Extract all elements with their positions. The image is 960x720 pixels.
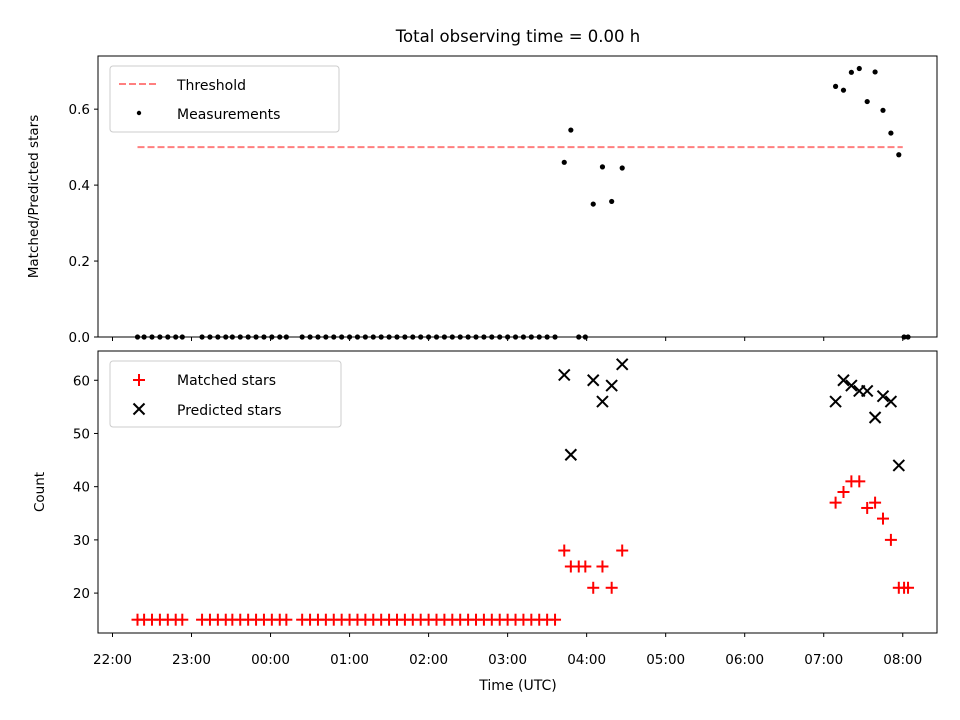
predicted-stars-point <box>884 395 898 408</box>
y-tick-label-count: 60 <box>73 373 90 389</box>
matched-stars-point <box>605 581 618 594</box>
matched-stars-point <box>579 560 592 573</box>
y-axis-label-ratio: Matched/Predicted stars <box>26 115 42 278</box>
chart-title: Total observing time = 0.00 h <box>395 27 640 46</box>
x-tick-label: 06:00 <box>725 652 764 668</box>
measurement-point <box>880 107 886 113</box>
y-axis-count: 20 30 40 50 60 <box>73 373 98 602</box>
legend-box-ratio <box>109 65 340 133</box>
measurement-point <box>609 198 615 205</box>
matched-stars-point <box>280 613 293 626</box>
y-tick-label-ratio: 0.2 <box>69 254 90 270</box>
y-tick-label-count: 40 <box>73 480 90 496</box>
measurement-point <box>872 69 878 75</box>
measurement-point <box>896 152 902 158</box>
x-axis-ticks-top-panel <box>111 337 904 341</box>
matched-stars-point <box>869 496 882 509</box>
predicted-stars-point <box>605 379 618 392</box>
plot-frame-count <box>97 350 938 634</box>
matched-stars-point <box>549 613 562 626</box>
legend-predicted-label: Predicted stars <box>177 403 282 419</box>
measurement-point <box>864 98 870 105</box>
matched-stars-series <box>131 475 915 626</box>
y-tick-label-count: 30 <box>73 533 90 549</box>
legend-ratio: Threshold Measurements <box>109 65 340 133</box>
x-tick-label: 08:00 <box>883 652 922 668</box>
x-tick-label: 01:00 <box>330 652 369 668</box>
measurement-point <box>888 130 894 136</box>
matched-stars-point <box>829 496 842 509</box>
legend-matched-swatch <box>133 374 145 386</box>
x-axis-label: Time (UTC) <box>478 678 556 694</box>
matched-stars-point <box>853 475 866 488</box>
measurement-point <box>568 127 574 133</box>
legend-threshold-label: Threshold <box>176 78 246 94</box>
legend-measurements-swatch <box>136 110 142 116</box>
x-tick-label: 00:00 <box>251 652 290 668</box>
matched-stars-point <box>596 560 609 573</box>
predicted-stars-point <box>868 411 882 424</box>
legend-predicted-marker <box>132 402 146 416</box>
legend-measurements-label: Measurements <box>177 107 280 123</box>
measurement-point <box>590 201 596 207</box>
legend-count: Matched stars Predicted stars <box>109 360 342 428</box>
ratio-panel: Total observing time = 0.00 h Matched/Pr… <box>26 27 938 346</box>
measurement-point <box>848 69 854 75</box>
predicted-stars-point <box>587 374 600 387</box>
x-tick-label: 05:00 <box>646 652 685 668</box>
measurement-point <box>619 165 625 171</box>
predicted-stars-point <box>616 358 629 371</box>
measurement-point <box>561 159 567 165</box>
matched-stars-point <box>876 512 889 525</box>
legend-matched-label: Matched stars <box>177 373 276 389</box>
matched-stars-point <box>176 613 189 626</box>
legend-predicted-swatch <box>132 402 146 416</box>
y-tick-label-ratio: 0.6 <box>69 102 90 118</box>
y-axis-label-count: Count <box>32 472 48 512</box>
measurement-point <box>856 65 862 72</box>
x-tick-label: 04:00 <box>567 652 606 668</box>
x-tick-label: 07:00 <box>804 652 843 668</box>
x-tick-label: 02:00 <box>409 652 448 668</box>
predicted-stars-point <box>845 379 858 392</box>
predicted-stars-point <box>860 384 874 398</box>
matched-stars-point <box>884 533 897 546</box>
y-axis-ratio: 0.0 0.2 0.4 0.6 <box>69 102 98 346</box>
predicted-stars-point <box>564 448 578 461</box>
y-tick-label-count: 50 <box>73 426 90 442</box>
x-axis-time: 22:00 23:00 00:00 01:00 02:00 03:00 04:00 05:00… <box>93 633 922 668</box>
predicted-stars-point <box>876 390 890 403</box>
matched-stars-point <box>902 581 915 594</box>
legend-box-count <box>109 360 342 428</box>
predicted-stars-series <box>558 358 906 472</box>
plot-frame-ratio <box>97 55 938 338</box>
predicted-stars-point <box>596 395 609 408</box>
matched-stars-point <box>616 544 629 557</box>
y-tick-label-ratio: 0.0 <box>69 330 90 346</box>
measurement-point <box>832 83 839 89</box>
predicted-stars-point <box>892 459 906 472</box>
y-tick-label-ratio: 0.4 <box>69 178 90 194</box>
x-tick-label: 23:00 <box>172 652 211 668</box>
matched-stars-point <box>861 501 874 514</box>
y-tick-label-count: 20 <box>73 586 90 602</box>
x-tick-label: 03:00 <box>488 652 527 668</box>
predicted-stars-point <box>558 368 571 382</box>
predicted-stars-point <box>829 395 842 408</box>
matched-stars-point <box>587 581 600 594</box>
measurement-point <box>599 164 606 170</box>
x-tick-label: 22:00 <box>93 652 132 668</box>
measurement-point <box>840 87 847 93</box>
legend-matched-marker <box>133 374 145 386</box>
count-panel: Count Time (UTC) 20 30 40 50 60 22:00 23:00 00… <box>32 350 938 694</box>
predicted-stars-point <box>837 374 850 387</box>
matched-stars-point <box>837 486 850 498</box>
matched-stars-point <box>558 544 571 557</box>
